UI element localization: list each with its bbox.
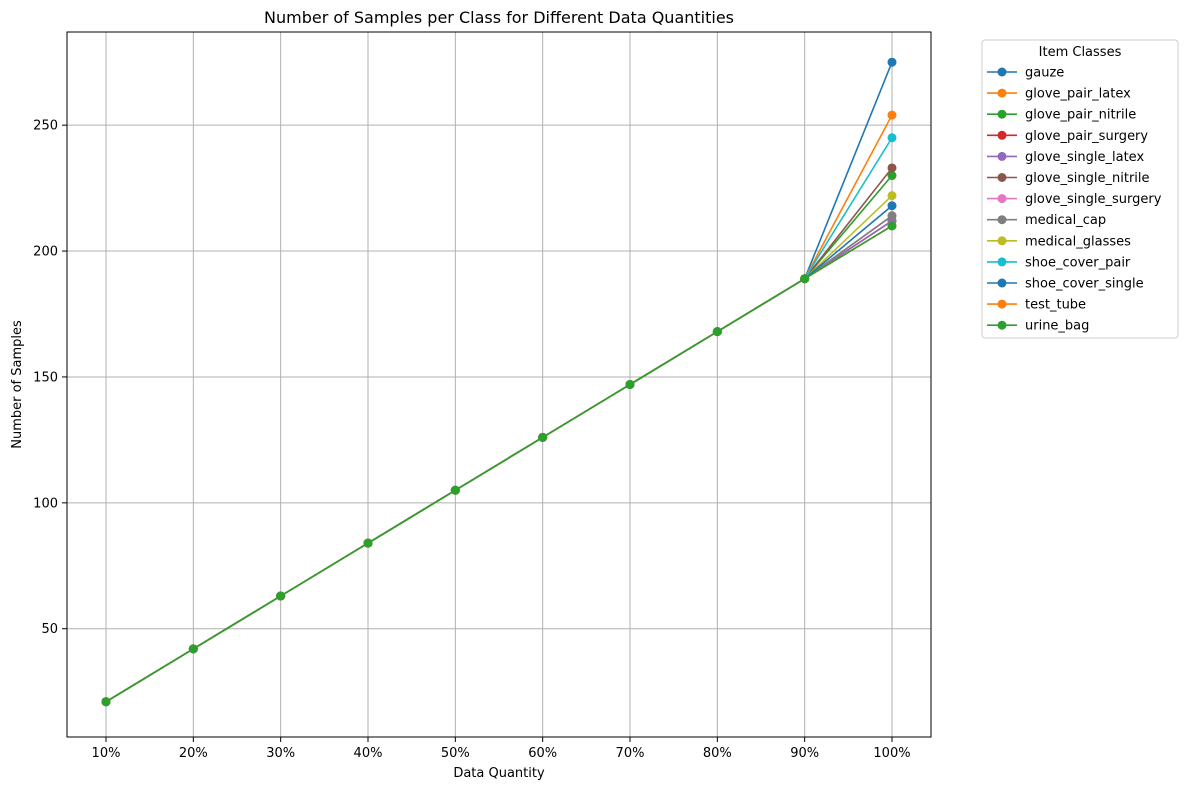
- axes: 10% 20% 30% 40% 50% 60% 70% 80% 90% 100% 50 100 150 2…: [33, 119, 910, 761]
- data-point: [712, 327, 722, 337]
- series-layer: [101, 57, 897, 707]
- legend-item: glove_pair_latex: [987, 87, 1131, 102]
- data-point: [887, 163, 897, 173]
- data-point: [887, 191, 897, 201]
- y-tick-label: 250: [33, 119, 58, 134]
- legend-label: glove_pair_nitrile: [1025, 108, 1136, 123]
- plot-frame: [66, 31, 932, 738]
- legend-label: test_tube: [1025, 298, 1086, 313]
- data-point: [887, 57, 897, 67]
- x-axis-label: Data Quantity: [453, 766, 545, 781]
- legend-label: glove_pair_surgery: [1025, 129, 1148, 144]
- legend: Item Classes gauze glove_pair_latex glove_…: [981, 39, 1179, 339]
- data-point: [363, 538, 373, 548]
- data-point: [887, 133, 897, 143]
- legend-swatch-marker: [997, 130, 1007, 140]
- legend-item: test_tube: [987, 298, 1086, 313]
- legend-swatch-marker: [997, 299, 1007, 309]
- data-point: [887, 171, 897, 181]
- legend-label: glove_pair_latex: [1025, 87, 1131, 102]
- x-tick-label: 20%: [179, 746, 208, 761]
- data-point: [800, 274, 810, 284]
- x-tick-label: 100%: [873, 746, 910, 761]
- data-point: [625, 380, 635, 389]
- y-axis-label: Number of Samples: [10, 320, 25, 449]
- legend-item: glove_single_latex: [987, 150, 1144, 165]
- x-tick-label: 10%: [92, 746, 121, 761]
- x-tick-label: 50%: [441, 746, 470, 761]
- grid: [67, 32, 931, 737]
- legend-swatch-marker: [997, 173, 1007, 182]
- legend-item: glove_single_surgery: [987, 192, 1162, 207]
- chart-title: Number of Samples per Class for Differen…: [264, 8, 734, 27]
- legend-swatch-marker: [997, 236, 1007, 246]
- y-tick-label: 150: [33, 370, 58, 385]
- legend-item: shoe_cover_pair: [987, 255, 1131, 270]
- x-tick-label: 80%: [703, 746, 732, 761]
- x-tick-label: 70%: [616, 746, 645, 761]
- data-point: [276, 591, 286, 601]
- data-point: [538, 432, 548, 442]
- legend-label: gauze: [1025, 66, 1064, 81]
- legend-swatch-marker: [997, 215, 1007, 225]
- legend-box: [981, 39, 1179, 339]
- series-urine_bag: [101, 221, 897, 707]
- data-point: [450, 485, 460, 495]
- legend-item: medical_cap: [987, 213, 1106, 228]
- legend-swatch-marker: [997, 151, 1007, 161]
- legend-swatch-marker: [997, 194, 1007, 204]
- legend-swatch-marker: [997, 88, 1007, 98]
- legend-swatch-marker: [997, 67, 1007, 77]
- x-tick-label: 40%: [354, 746, 383, 761]
- legend-item: urine_bag: [987, 319, 1089, 334]
- legend-item: gauze: [987, 66, 1064, 81]
- legend-items: gauze glove_pair_latex glove_pair_nitrileg…: [987, 66, 1162, 334]
- legend-item: shoe_cover_single: [987, 277, 1144, 292]
- data-point: [887, 110, 897, 120]
- legend-swatch-marker: [997, 278, 1007, 288]
- legend-label: shoe_cover_single: [1025, 277, 1144, 292]
- legend-label: medical_cap: [1025, 213, 1106, 228]
- data-point: [101, 697, 111, 707]
- data-point: [887, 201, 897, 211]
- legend-title: Item Classes: [1039, 45, 1122, 60]
- legend-label: glove_single_latex: [1025, 150, 1144, 165]
- x-tick-label: 90%: [790, 746, 819, 761]
- legend-swatch-marker: [997, 109, 1007, 119]
- legend-label: urine_bag: [1025, 319, 1089, 334]
- legend-swatch-marker: [997, 257, 1007, 267]
- data-point: [887, 211, 897, 221]
- y-tick-label: 100: [33, 496, 58, 511]
- legend-label: glove_single_nitrile: [1025, 171, 1150, 186]
- x-tick-label: 60%: [528, 746, 557, 761]
- legend-item: glove_pair_nitrile: [987, 108, 1136, 123]
- legend-label: glove_single_surgery: [1025, 192, 1162, 207]
- series-line: [105, 225, 893, 703]
- legend-label: medical_glasses: [1025, 234, 1131, 249]
- y-tick-label: 50: [41, 622, 58, 637]
- legend-label: shoe_cover_pair: [1025, 255, 1131, 270]
- legend-item: medical_glasses: [987, 234, 1131, 249]
- y-tick-label: 200: [33, 245, 58, 260]
- legend-item: glove_single_nitrile: [987, 171, 1150, 186]
- x-tick-label: 30%: [266, 746, 295, 761]
- legend-item: glove_pair_surgery: [987, 129, 1148, 144]
- legend-swatch-marker: [997, 320, 1007, 330]
- data-point: [887, 221, 897, 231]
- data-point: [188, 644, 198, 654]
